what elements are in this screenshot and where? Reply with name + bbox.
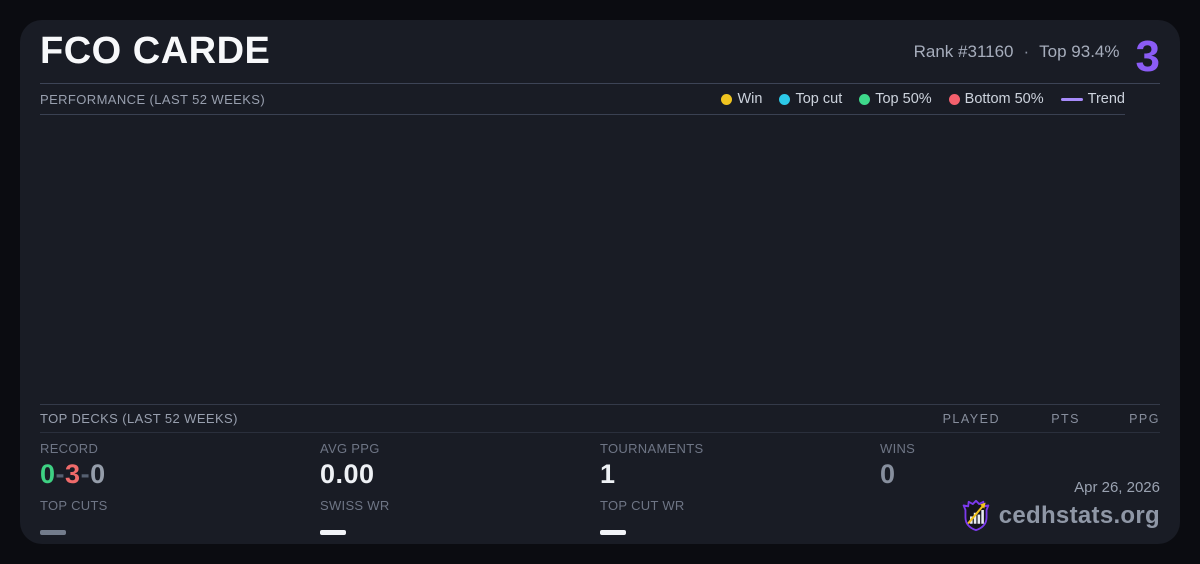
legend-item-win: Win: [721, 91, 762, 107]
record-separator: -: [80, 459, 91, 489]
swiss-wr-value: [320, 530, 346, 535]
top50-dot-icon: [859, 93, 871, 105]
record-draws: 0: [90, 459, 106, 489]
stat-tournaments: TOURNAMENTS 1 TOP CUT WR: [600, 441, 880, 535]
top-cut-dot-icon: [779, 93, 791, 105]
player-stats-card: FCO CARDE Rank #31160 · Top 93.4% 3 PERF…: [20, 20, 1180, 544]
top-cuts-label: TOP CUTS: [40, 498, 108, 513]
top-decks-header: TOP DECKS (LAST 52 WEEKS) PLAYED PTS PPG: [40, 404, 1160, 433]
top-cut-wr-label: TOP CUT WR: [600, 498, 685, 513]
rank-label: Rank #31160: [913, 41, 1014, 61]
card-footer: Apr 26, 2026 cedhstats.org: [961, 479, 1160, 532]
date-label: Apr 26, 2026: [1074, 479, 1160, 496]
stat-wins: WINS 0: [880, 441, 1160, 535]
column-header-pts: PTS: [1051, 411, 1080, 426]
record-wins: 0: [40, 459, 56, 489]
record-value: 0-3-0: [40, 459, 320, 493]
avg-ppg-value: 0.00: [320, 459, 375, 489]
score-badge: 3: [1135, 31, 1160, 81]
top-decks-columns: PLAYED PTS PPG: [910, 412, 1160, 426]
swiss-wr-label: SWISS WR: [320, 498, 390, 513]
performance-title: PERFORMANCE (LAST 52 WEEKS): [40, 91, 266, 107]
stat-avg-ppg: AVG PPG 0.00 SWISS WR: [320, 441, 600, 535]
win-dot-icon: [721, 93, 733, 105]
wins-label: WINS: [880, 441, 916, 456]
top-cut-wr-value: [600, 530, 626, 535]
legend-item-trend: Trend: [1060, 91, 1125, 107]
brand-name: cedhstats.org: [998, 501, 1160, 529]
card-header: FCO CARDE Rank #31160 · Top 93.4% 3: [40, 20, 1160, 84]
tournaments-label: TOURNAMENTS: [600, 441, 704, 456]
legend-label-win: Win: [737, 91, 763, 107]
rank-info: Rank #31160 · Top 93.4% 3: [913, 30, 1160, 78]
performance-header: PERFORMANCE (LAST 52 WEEKS) Win Top cut …: [40, 84, 1125, 115]
record-label: RECORD: [40, 441, 99, 456]
legend-label-top50: Top 50%: [875, 91, 932, 107]
wins-value: 0: [880, 459, 896, 489]
top-cuts-value: [40, 530, 66, 535]
performance-chart: [40, 115, 1160, 404]
bottom50-dot-icon: [948, 93, 960, 105]
legend-label-top-cut: Top cut: [795, 91, 843, 107]
percentile-label: Top 93.4%: [1039, 41, 1120, 61]
legend-label-trend: Trend: [1087, 91, 1125, 107]
record-losses: 3: [65, 459, 81, 489]
stat-record: RECORD 0-3-0 TOP CUTS: [40, 441, 320, 535]
stats-grid: RECORD 0-3-0 TOP CUTS AVG PPG 0.00 SWISS…: [40, 433, 1160, 535]
legend-item-top-cut: Top cut: [779, 91, 842, 107]
brand-shield-icon: [962, 499, 990, 532]
legend-item-bottom50: Bottom 50%: [948, 91, 1044, 107]
legend-item-top50: Top 50%: [859, 91, 932, 107]
top-decks-title: TOP DECKS (LAST 52 WEEKS): [40, 411, 238, 426]
chart-legend: Win Top cut Top 50% Bottom 50% Trend: [721, 91, 1125, 107]
legend-label-bottom50: Bottom 50%: [964, 91, 1044, 107]
rank-separator: ·: [1023, 41, 1030, 61]
trend-line-icon: [1060, 97, 1083, 101]
avg-ppg-label: AVG PPG: [320, 441, 380, 456]
column-header-ppg: PPG: [1129, 411, 1160, 426]
column-header-played: PLAYED: [942, 411, 1000, 426]
tournaments-value: 1: [600, 459, 616, 489]
record-separator: -: [55, 459, 66, 489]
brand-link[interactable]: cedhstats.org: [961, 499, 1160, 532]
player-name: FCO CARDE: [40, 30, 271, 72]
